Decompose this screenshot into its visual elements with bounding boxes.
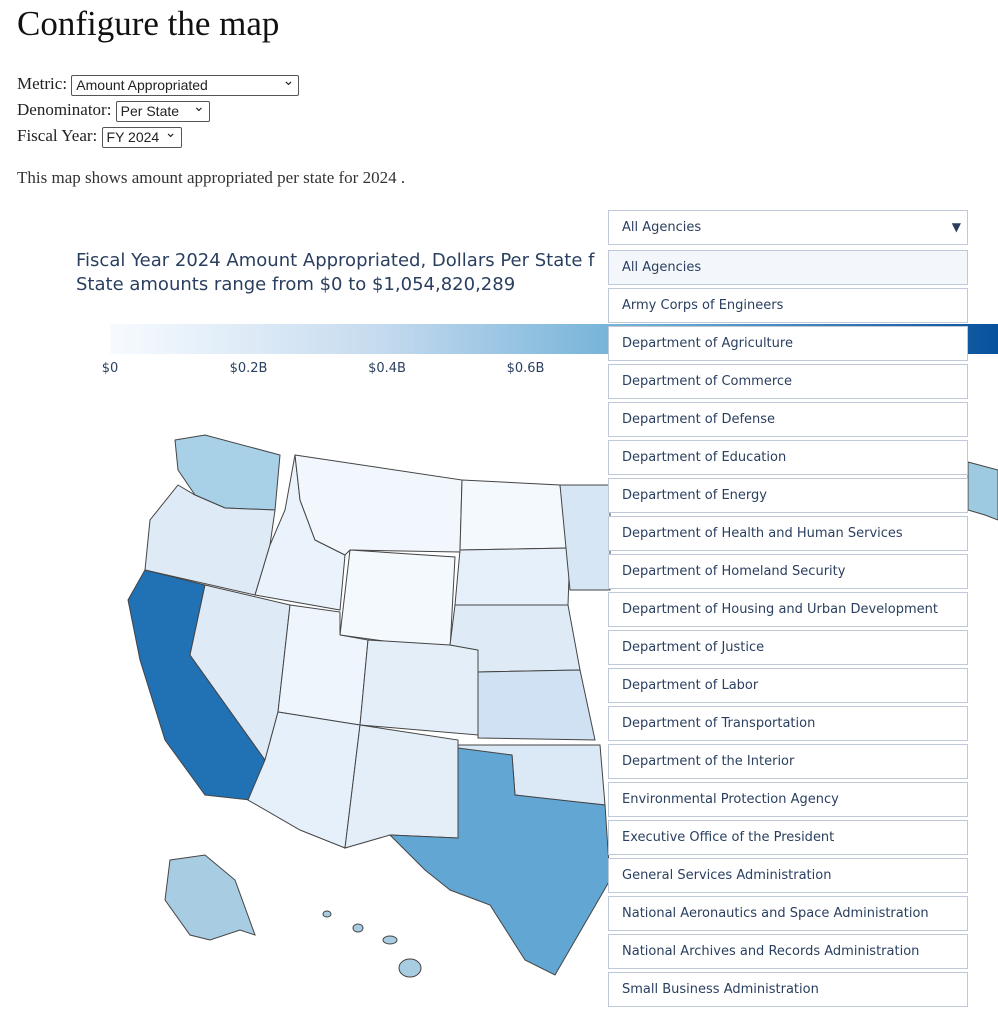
- fiscal-year-label: Fiscal Year:: [17, 126, 98, 145]
- state: [339, 549, 456, 651]
- state: [344, 724, 459, 849]
- agency-option[interactable]: National Aeronautics and Space Administr…: [608, 896, 968, 931]
- agency-option[interactable]: Department of Education: [608, 440, 968, 475]
- agency-option[interactable]: All Agencies: [608, 250, 968, 285]
- agency-selected: All Agencies: [622, 220, 702, 235]
- fiscal-year-select[interactable]: FY 2024: [101, 123, 182, 148]
- state: [459, 479, 571, 551]
- agency-option[interactable]: Department of Justice: [608, 630, 968, 665]
- state: [359, 639, 479, 736]
- colorbar-tick-label: $0.6B: [507, 361, 545, 376]
- page-title: Configure the map: [17, 4, 280, 43]
- agency-option[interactable]: Department of Labor: [608, 668, 968, 703]
- denominator-label: Denominator:: [17, 100, 112, 119]
- agency-options: All Agencies Army Corps of Engineers Depar…: [608, 250, 968, 1007]
- agency-option[interactable]: Department of Housing and Urban Developm…: [608, 592, 968, 627]
- agency-option[interactable]: Department of Commerce: [608, 364, 968, 399]
- description: This map shows amount appropriated per s…: [17, 168, 406, 187]
- metric-select[interactable]: Amount Appropriated: [71, 71, 300, 96]
- agency-option[interactable]: Department of Defense: [608, 402, 968, 437]
- fiscal-year-control: Fiscal Year: FY 2024: [17, 123, 182, 148]
- metric-control: Metric: Amount Appropriated: [17, 71, 300, 96]
- metric-label: Metric:: [17, 74, 68, 93]
- dropdown-arrow: ▼: [951, 220, 961, 234]
- agency-option[interactable]: Small Business Administration: [608, 972, 968, 1007]
- state: [477, 669, 596, 741]
- state: [382, 935, 398, 945]
- agency-select[interactable]: All Agencies ▼: [608, 210, 968, 245]
- agency-option[interactable]: Department of Health and Human Services: [608, 516, 968, 551]
- colorbar-tick-label: $0.4B: [368, 361, 406, 376]
- state: [398, 958, 422, 978]
- state: [294, 454, 463, 556]
- agency-option[interactable]: Department of Transportation: [608, 706, 968, 741]
- state: [454, 547, 571, 606]
- state: [352, 923, 364, 933]
- agency-option[interactable]: General Services Administration: [608, 858, 968, 893]
- colorbar-tick-label: $0: [102, 361, 119, 376]
- us-map: [127, 434, 998, 978]
- colorbar-tick-label: $0.2B: [230, 361, 268, 376]
- agency-option[interactable]: Department of Energy: [608, 478, 968, 513]
- state: [967, 461, 998, 521]
- agency-option[interactable]: Army Corps of Engineers: [608, 288, 968, 323]
- map-title: Fiscal Year 2024 Amount Appropriated, Do…: [76, 250, 595, 271]
- agency-option[interactable]: National Archives and Records Administra…: [608, 934, 968, 969]
- state: [559, 484, 611, 591]
- agency-option[interactable]: Environmental Protection Agency: [608, 782, 968, 817]
- agency-option[interactable]: Department of the Interior: [608, 744, 968, 779]
- agency-option[interactable]: Department of Agriculture: [608, 326, 968, 361]
- denominator-select[interactable]: Per State: [115, 97, 210, 122]
- map-subtitle: State amounts range from $0 to $1,054,82…: [76, 274, 515, 295]
- agency-dropdown: All Agencies ▼ All Agencies Army Corps of …: [608, 210, 968, 1010]
- denominator-control: Denominator: Per State: [17, 97, 210, 122]
- state: [322, 910, 332, 918]
- agency-option[interactable]: Executive Office of the President: [608, 820, 968, 855]
- agency-option[interactable]: Department of Homeland Security: [608, 554, 968, 589]
- state: [164, 854, 256, 941]
- state: [388, 747, 611, 976]
